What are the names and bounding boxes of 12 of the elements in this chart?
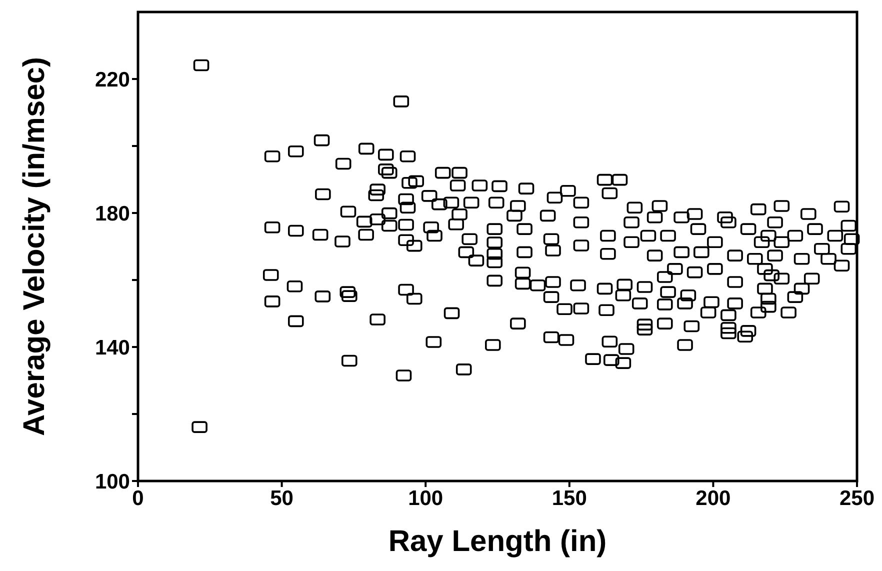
x-tick-label: 200 <box>696 487 731 510</box>
x-tick-label: 0 <box>132 487 144 510</box>
y-axis-title: Average Velocity (in/msec) <box>18 56 51 436</box>
y-tick-label: 220 <box>94 68 130 92</box>
y-tick-label: 140 <box>94 336 130 360</box>
x-tick-label: 50 <box>270 487 294 510</box>
x-axis-title: Ray Length (in) <box>388 525 607 558</box>
y-tick-label: 180 <box>94 202 130 226</box>
y-tick-label: 100 <box>94 470 130 494</box>
x-tick-label: 250 <box>839 487 875 510</box>
x-tick-label: 150 <box>552 487 587 510</box>
x-tick-label: 100 <box>408 487 444 510</box>
